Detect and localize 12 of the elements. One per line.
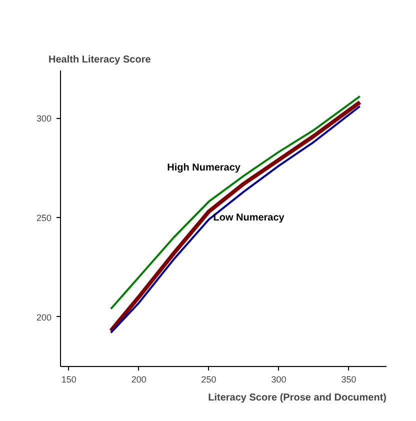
x-tick-label: 150 <box>61 374 76 384</box>
y-tick-label: 200 <box>36 312 52 322</box>
x-tick-label: 300 <box>271 374 286 384</box>
y-axis-title: Health Literacy Score <box>48 54 152 66</box>
y-tick-label: 300 <box>36 114 52 124</box>
x-tick-label: 200 <box>131 374 146 384</box>
x-axis-title: Literacy Score (Prose and Document) <box>208 392 387 404</box>
series-label: High Numeracy <box>167 162 241 174</box>
series-label: Low Numeracy <box>213 212 285 224</box>
x-tick-label: 250 <box>201 374 216 384</box>
x-tick-label: 350 <box>341 374 356 384</box>
y-tick-label: 250 <box>36 213 52 224</box>
